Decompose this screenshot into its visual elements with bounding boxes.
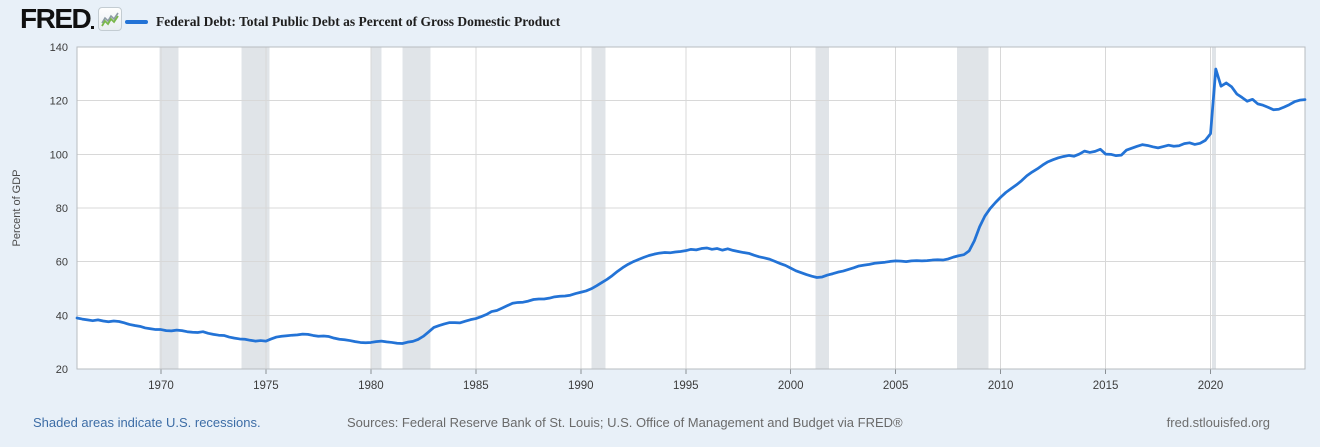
y-tick-label: 20 <box>56 364 68 376</box>
series-title[interactable]: Federal Debt: Total Public Debt as Perce… <box>156 14 561 29</box>
x-tick-label: 2005 <box>883 380 909 392</box>
y-tick-label: 60 <box>56 257 68 269</box>
legend: Federal Debt: Total Public Debt as Perce… <box>125 14 560 30</box>
chart-footer: Shaded areas indicate U.S. recessions. S… <box>0 412 1320 436</box>
axis-border <box>76 46 1306 370</box>
y-tick-label: 100 <box>50 149 68 161</box>
x-tick-label: 1975 <box>253 380 279 392</box>
x-tick-label: 1980 <box>358 380 384 392</box>
recession-note-link[interactable]: Shaded areas indicate U.S. recessions. <box>33 415 261 430</box>
registered-mark-dot <box>91 25 95 29</box>
x-tick-label: 1990 <box>568 380 594 392</box>
y-tick-label: 80 <box>56 203 68 215</box>
data-line-federal-debt <box>75 67 1307 345</box>
x-tick-label: 2000 <box>778 380 804 392</box>
x-tick-label: 1995 <box>673 380 699 392</box>
y-tick-label: 140 <box>50 42 68 54</box>
x-tick-label: 1985 <box>463 380 489 392</box>
x-tick-label: 2010 <box>988 380 1014 392</box>
chart-header: FRED Federal Debt: Total Public Debt as … <box>0 0 1320 42</box>
fred-url-link[interactable]: fred.stlouisfed.org <box>1166 415 1270 430</box>
x-tick-label: 2015 <box>1093 380 1119 392</box>
fred-logo[interactable]: FRED <box>20 3 123 34</box>
legend-line-swatch <box>125 20 148 24</box>
fred-logo-text: FRED <box>20 3 92 34</box>
sources-note: Sources: Federal Reserve Bank of St. Lou… <box>347 415 903 430</box>
y-tick-label: 40 <box>56 310 68 322</box>
fred-logo-chart-icon <box>98 7 123 31</box>
chart-svg: 20 40 60 80 100 120 140 1970 1975 1980 1985 1990 199… <box>11 42 1307 392</box>
y-tick-label: 120 <box>50 96 68 108</box>
x-tick-label: 2020 <box>1198 380 1224 392</box>
y-axis-label: Percent of GDP <box>11 169 23 246</box>
x-tick-label: 1970 <box>148 380 174 392</box>
